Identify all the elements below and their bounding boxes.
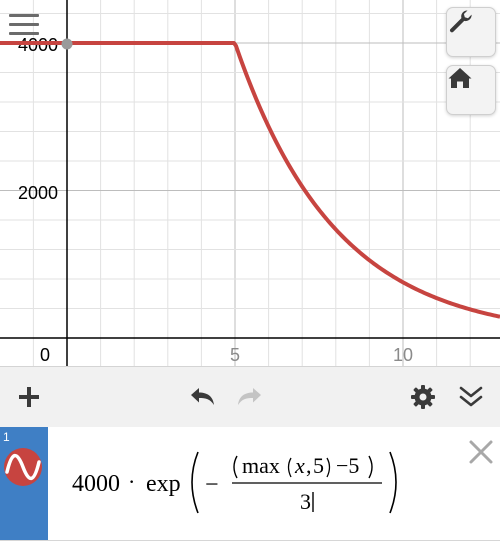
big-left-paren bbox=[191, 451, 199, 514]
hamburger-menu-icon bbox=[9, 14, 39, 17]
x-tick-label: 10 bbox=[393, 345, 413, 365]
close-icon bbox=[469, 440, 493, 464]
grid-lines bbox=[0, 0, 500, 366]
minus-sign: − bbox=[205, 472, 219, 498]
graph-settings-button[interactable] bbox=[446, 7, 496, 57]
inner-left-paren bbox=[287, 457, 292, 478]
function-curve[interactable] bbox=[0, 41, 500, 319]
add-item-button[interactable] bbox=[9, 377, 49, 417]
small-right-paren bbox=[368, 455, 373, 479]
collapse-list-button[interactable] bbox=[451, 377, 491, 417]
gear-icon bbox=[411, 385, 435, 409]
settings-button[interactable] bbox=[403, 377, 443, 417]
double-chevron-down-icon bbox=[459, 386, 483, 407]
redo-icon bbox=[238, 388, 261, 405]
expression-input[interactable]: 4000 · exp − max x , 5 −5 3 bbox=[60, 427, 460, 540]
expression-row[interactable]: 1 4000 · exp − max x , 5 −5 3 bbox=[0, 427, 500, 541]
coefficient: 4000 bbox=[72, 471, 120, 497]
undo-button[interactable] bbox=[182, 377, 222, 417]
dot-operator: · bbox=[128, 469, 135, 494]
big-right-paren bbox=[389, 451, 397, 514]
delete-expression-button[interactable] bbox=[466, 437, 496, 467]
x-tick-label: 5 bbox=[230, 345, 240, 365]
variable-x: x bbox=[294, 453, 305, 478]
home-icon bbox=[448, 68, 472, 88]
expression-toolbar bbox=[0, 366, 500, 428]
plus-icon bbox=[19, 387, 39, 407]
hamburger-menu-icon bbox=[9, 23, 39, 26]
undo-icon bbox=[191, 388, 214, 405]
function-name: exp bbox=[146, 471, 181, 497]
y-tick-label: 2000 bbox=[18, 183, 58, 203]
graph-canvas[interactable]: 4000 2000 0 5 10 bbox=[0, 0, 500, 366]
comma: , bbox=[306, 453, 312, 478]
expression-gutter[interactable]: 1 bbox=[0, 427, 48, 540]
home-button[interactable] bbox=[446, 65, 496, 115]
tick-labels: 4000 2000 0 5 10 bbox=[18, 35, 413, 365]
graph-paper[interactable]: 4000 2000 0 5 10 bbox=[0, 0, 500, 366]
small-left-paren bbox=[233, 455, 238, 479]
math-formula: 4000 · exp − max x , 5 −5 3 bbox=[72, 451, 397, 514]
redo-button[interactable] bbox=[230, 377, 270, 417]
hamburger-menu-icon bbox=[9, 32, 39, 35]
subtract-five: −5 bbox=[336, 453, 359, 478]
expression-index: 1 bbox=[3, 430, 10, 444]
y-tick-label: 0 bbox=[40, 345, 50, 365]
y-intercept-point[interactable] bbox=[61, 38, 73, 50]
max-function: max bbox=[242, 453, 280, 478]
max-arg-five: 5 bbox=[313, 453, 324, 478]
menu-button[interactable] bbox=[6, 14, 42, 44]
curve-color-icon[interactable] bbox=[3, 447, 43, 487]
denominator: 3 bbox=[300, 489, 311, 514]
inner-right-paren bbox=[326, 457, 331, 478]
wrench-icon bbox=[450, 10, 472, 33]
